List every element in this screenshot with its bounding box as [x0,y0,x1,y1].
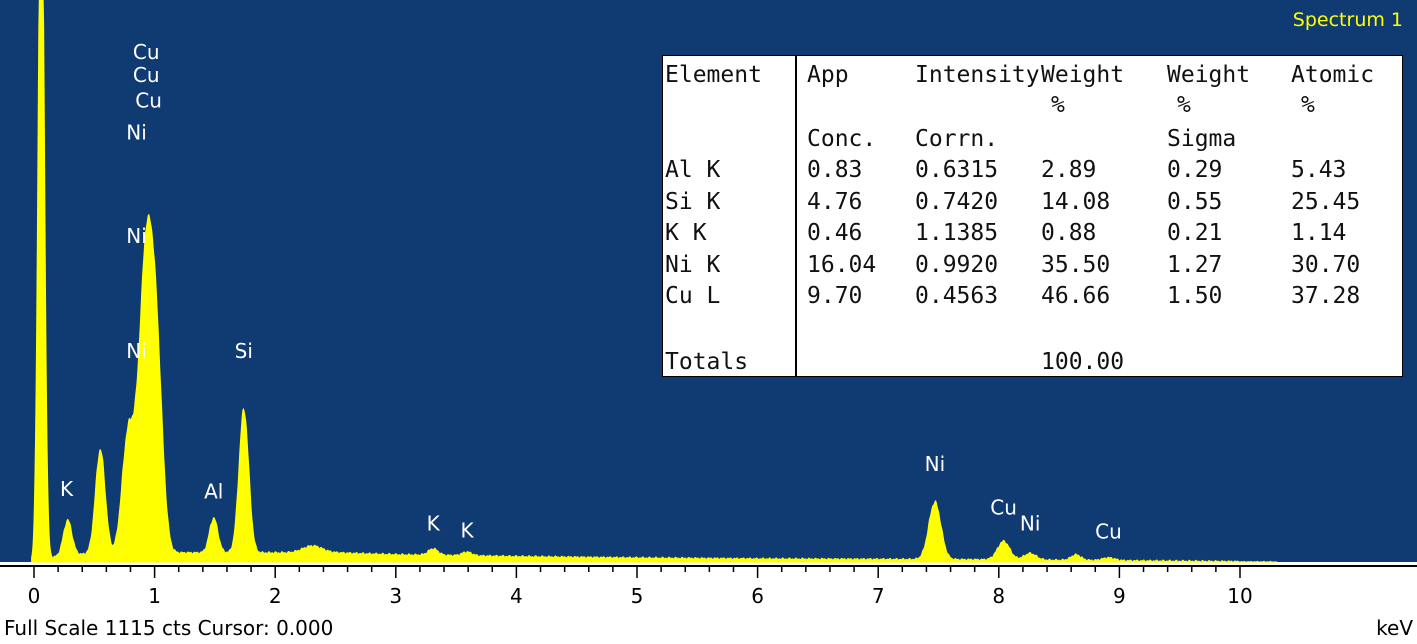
x-tick-label: 8 [992,584,1005,608]
table-column-separator [795,56,797,376]
peak-label: Al [204,480,223,504]
table-cell: 0.6315 [915,157,999,183]
table-header: App [807,62,849,88]
chart-title: Spectrum 1 [1293,9,1403,31]
table-cell: Al K [665,157,721,183]
table-cell: 0.55 [1167,188,1223,215]
table-cell: Cu L [665,283,721,309]
table-cell: 2.89 [1041,157,1097,183]
peak-label: Cu [990,496,1017,520]
peak-label: Ni [126,121,147,145]
table-header: Element [665,62,762,88]
peak-label: Cu [1095,520,1122,544]
axis-strip [0,562,1417,644]
table-cell: 0.7420 [915,188,999,215]
table-cell: 1.50 [1167,283,1223,309]
status-text: Full Scale 1115 cts Cursor: 0.000 [4,616,334,640]
peak-label: Si [235,339,253,363]
x-tick-label: 3 [389,584,402,608]
table-cell: K K [665,220,707,246]
table-cell: 35.50 [1041,251,1111,278]
table-header: % [1301,92,1315,118]
table-cell: 9.70 [807,283,863,309]
table-cell: 0.29 [1167,157,1223,183]
table-cell: 25.45 [1291,188,1361,215]
peak-label: Ni [126,224,147,248]
peak-label: Ni [925,452,946,476]
peak-label: Cu [135,89,162,113]
table-cell: 5.43 [1291,157,1347,183]
table-cell: 37.28 [1291,283,1361,309]
table-cell: 16.04 [807,251,877,278]
table-totals-label: Totals [665,349,749,375]
table-cell: 0.9920 [915,251,999,278]
x-tick-label: 10 [1227,584,1252,608]
table-header: % [1051,92,1065,118]
x-tick-label: 6 [751,584,764,608]
table-cell: 30.70 [1291,251,1361,278]
x-tick-label: 2 [269,584,282,608]
peak-label: Cu [133,40,160,64]
peak-label: Cu [133,63,160,87]
x-tick-label: 7 [872,584,885,608]
table-cell: 46.66 [1041,283,1111,309]
table-header: Intensity [915,62,1040,88]
x-tick-label: 9 [1113,584,1126,608]
table-header: Conc. [807,126,877,152]
table-cell: 0.4563 [915,283,999,309]
spectrum-trace [31,0,1277,563]
spectrum-layer [31,0,1277,563]
axis-unit-label: keV [1376,616,1413,640]
table-cell: 1.27 [1167,251,1223,278]
table-header: Weight [1167,62,1251,88]
x-axis: 0 1 2 3 4 5 6 7 8 9 10 [0,565,1417,608]
peak-label: K [427,512,441,536]
table-totals-value: 100.00 [1041,349,1125,375]
table-cell: 4.76 [807,188,863,215]
table-cell: Si K [665,188,721,215]
peak-label: Ni [1020,512,1041,536]
table-header: Corrn. [915,126,999,152]
table-cell: 0.88 [1041,220,1097,246]
table-cell: Ni K [665,251,721,278]
table-cell: 14.08 [1041,188,1111,215]
table-header: Weight [1041,62,1125,88]
x-tick-label: 4 [510,584,523,608]
x-tick-label: 0 [28,584,41,608]
table-header: Sigma [1167,126,1237,152]
peak-label: K [460,519,474,543]
table-header: Atomic [1291,62,1375,88]
table-cell: 1.1385 [915,220,999,246]
peak-label: Ni [126,339,147,363]
x-tick-label: 1 [148,584,161,608]
peak-label: K [60,477,74,501]
table-cell: 0.21 [1167,220,1223,246]
quantification-table: Element App Conc. Intensity Corrn. Weight% Wei… [662,55,1403,377]
x-tick-label: 5 [631,584,644,608]
table-cell: 1.14 [1291,220,1347,246]
table-cell: 0.83 [807,157,863,183]
table-header: % [1177,92,1191,118]
table-cell: 0.46 [807,220,863,246]
